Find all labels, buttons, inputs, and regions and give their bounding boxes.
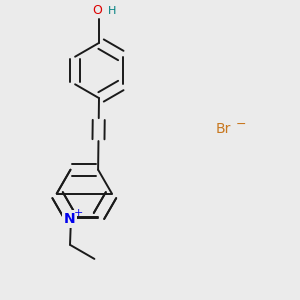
Text: N: N: [64, 212, 75, 226]
Text: H: H: [107, 6, 116, 16]
Text: +: +: [74, 208, 83, 218]
Text: Br: Br: [216, 122, 231, 136]
Text: O: O: [93, 4, 102, 17]
Text: −: −: [236, 118, 246, 131]
